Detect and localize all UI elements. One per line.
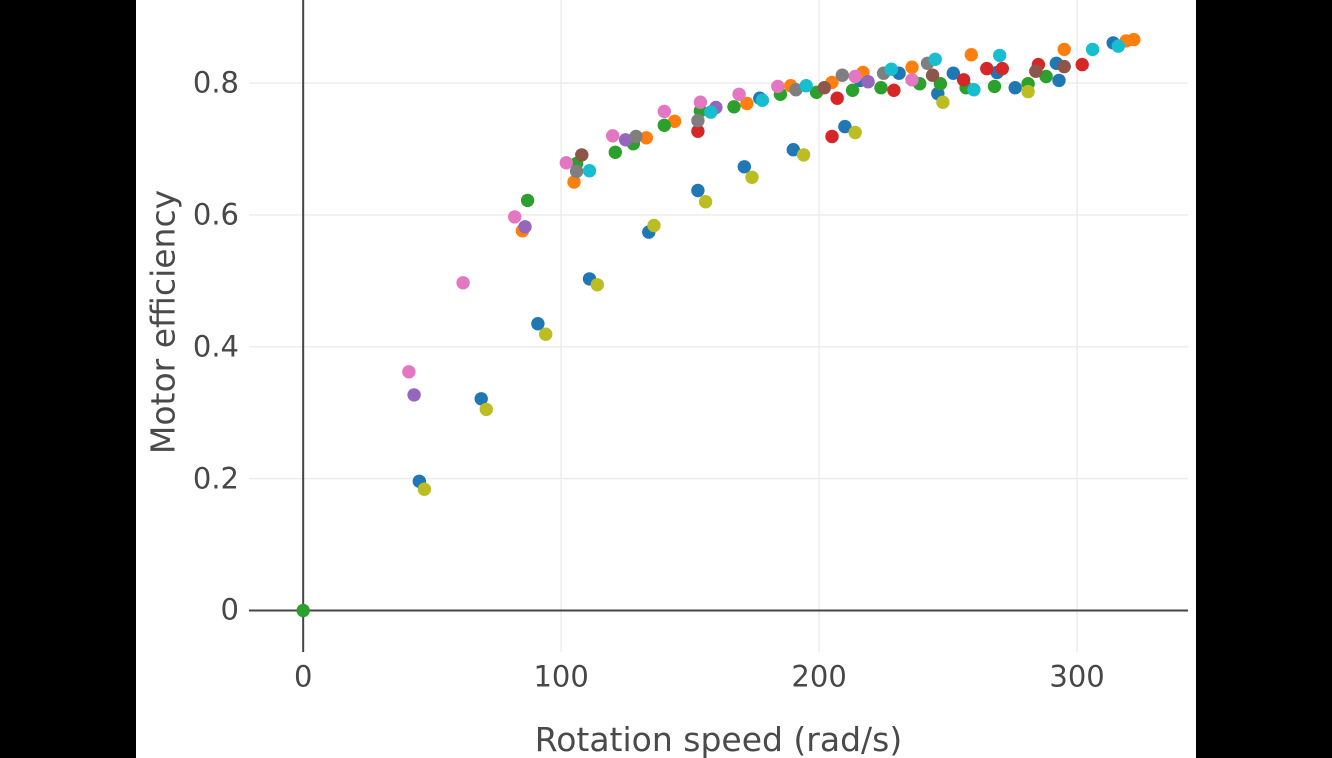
data-point-cyan bbox=[884, 62, 898, 76]
data-point-olive bbox=[848, 125, 862, 140]
data-point-brown bbox=[575, 148, 589, 162]
data-point-gray bbox=[835, 68, 849, 82]
data-point-blue bbox=[531, 317, 545, 331]
data-point-red bbox=[956, 73, 971, 87]
y-tick-label: 0.6 bbox=[192, 197, 239, 232]
data-point-olive bbox=[590, 278, 604, 292]
data-point-blue bbox=[691, 183, 705, 198]
data-point-blue bbox=[737, 160, 751, 174]
data-point-red bbox=[691, 124, 705, 138]
x-axis-title: Rotation speed (rad/s) bbox=[534, 720, 903, 758]
data-point-orange bbox=[639, 131, 653, 145]
data-point-cyan bbox=[755, 93, 770, 107]
data-point-purple bbox=[518, 220, 532, 234]
data-point-orange bbox=[567, 175, 581, 189]
data-point-olive bbox=[745, 170, 759, 184]
data-point-brown bbox=[817, 81, 831, 95]
data-point-olive bbox=[698, 195, 713, 209]
data-point-green bbox=[296, 603, 310, 618]
data-point-blue bbox=[474, 392, 488, 406]
data-point-green bbox=[845, 83, 860, 98]
data-point-gray bbox=[629, 129, 643, 144]
data-point-cyan bbox=[799, 79, 813, 93]
data-point-green bbox=[608, 145, 622, 159]
data-point-green bbox=[933, 77, 948, 91]
data-point-red bbox=[887, 83, 901, 98]
y-tick-label: 0.4 bbox=[192, 329, 239, 364]
data-point-pink bbox=[456, 276, 470, 290]
data-point-red bbox=[995, 61, 1009, 76]
data-point-orange bbox=[740, 96, 754, 111]
data-point-red bbox=[980, 61, 994, 76]
data-point-orange bbox=[1127, 32, 1141, 47]
data-point-pink bbox=[905, 73, 919, 87]
data-point-pink bbox=[508, 210, 522, 224]
data-point-blue bbox=[1052, 73, 1066, 88]
data-point-olive bbox=[936, 95, 950, 109]
data-point-cyan bbox=[928, 52, 942, 66]
y-tick-label: 0 bbox=[220, 592, 239, 627]
data-point-red bbox=[830, 91, 844, 105]
data-point-green bbox=[657, 118, 671, 132]
data-point-green bbox=[987, 79, 1002, 94]
data-point-brown bbox=[925, 68, 940, 82]
x-tick-label: 300 bbox=[1049, 659, 1105, 694]
data-point-red bbox=[1075, 57, 1089, 72]
data-point-orange bbox=[667, 114, 682, 128]
data-point-cyan bbox=[993, 48, 1007, 63]
data-point-blue bbox=[838, 119, 852, 134]
data-point-cyan bbox=[1085, 42, 1100, 57]
data-point-gray bbox=[691, 113, 705, 128]
data-point-cyan bbox=[1111, 39, 1126, 53]
y-axis-title: Motor efficiency bbox=[143, 189, 183, 455]
letterbox-right bbox=[1196, 0, 1332, 758]
x-tick-label: 0 bbox=[293, 659, 313, 694]
data-point-orange bbox=[964, 48, 978, 62]
data-point-pink bbox=[402, 365, 416, 379]
data-point-pink bbox=[559, 156, 573, 170]
data-point-cyan bbox=[967, 83, 981, 97]
data-point-purple bbox=[861, 75, 875, 89]
data-point-brown bbox=[1057, 59, 1071, 74]
data-point-pink bbox=[657, 104, 671, 119]
data-point-cyan bbox=[582, 164, 597, 178]
data-point-pink bbox=[732, 87, 746, 102]
data-point-green bbox=[727, 100, 741, 114]
data-point-orange bbox=[905, 60, 919, 74]
data-point-green bbox=[1039, 69, 1053, 84]
data-point-orange bbox=[1057, 42, 1071, 57]
data-point-olive bbox=[647, 218, 661, 233]
data-point-brown bbox=[1029, 64, 1043, 78]
data-point-green bbox=[520, 193, 535, 208]
x-tick-label: 200 bbox=[791, 659, 847, 694]
data-point-olive bbox=[479, 402, 493, 417]
data-point-olive bbox=[417, 482, 432, 496]
y-tick-label: 0.2 bbox=[192, 461, 239, 496]
data-point-olive bbox=[539, 327, 553, 341]
data-point-olive bbox=[796, 148, 811, 162]
data-point-pink bbox=[693, 95, 708, 109]
x-tick-label: 100 bbox=[533, 659, 589, 694]
data-point-olive bbox=[1021, 84, 1035, 99]
data-point-purple bbox=[618, 133, 633, 147]
y-tick-label: 0.8 bbox=[192, 65, 239, 100]
data-point-blue bbox=[1008, 81, 1022, 95]
data-point-blue bbox=[946, 66, 960, 80]
data-point-purple bbox=[407, 388, 421, 402]
data-point-pink bbox=[848, 69, 862, 84]
data-point-green bbox=[874, 81, 888, 95]
data-point-red bbox=[825, 129, 839, 144]
data-point-gray bbox=[789, 83, 803, 97]
data-point-gray bbox=[569, 164, 584, 179]
data-point-pink bbox=[606, 129, 620, 143]
data-point-pink bbox=[771, 79, 785, 94]
letterbox-left bbox=[0, 0, 136, 758]
data-point-blue bbox=[786, 143, 800, 157]
data-point-cyan bbox=[704, 105, 718, 119]
